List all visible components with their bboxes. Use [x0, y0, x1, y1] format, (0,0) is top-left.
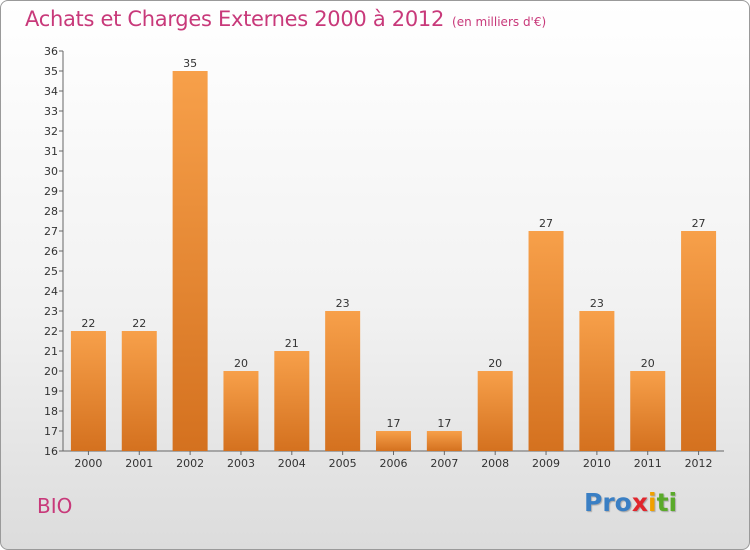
chart-title-block: Achats et Charges Externes 2000 à 2012 (e… [25, 7, 546, 31]
data-label-2010: 23 [590, 297, 604, 310]
y-tick-label: 19 [44, 385, 58, 398]
bar-2010 [579, 311, 615, 451]
data-label-2007: 17 [437, 417, 451, 430]
bar-2001 [121, 331, 157, 451]
y-tick-label: 32 [44, 125, 58, 138]
y-tick-label: 34 [44, 85, 58, 98]
chart-subtitle: (en milliers d'€) [452, 15, 547, 29]
data-label-2003: 20 [234, 357, 248, 370]
y-tick-label: 24 [44, 285, 58, 298]
data-label-2004: 21 [285, 337, 299, 350]
x-tick-label-2002: 2002 [176, 457, 204, 470]
bar-2011 [630, 371, 666, 451]
logo-letter-5: t [656, 488, 669, 517]
y-tick-label: 36 [44, 45, 58, 58]
bar-2007 [426, 431, 462, 451]
x-tick-label-2000: 2000 [74, 457, 102, 470]
y-tick-label: 31 [44, 145, 58, 158]
data-label-2005: 23 [336, 297, 350, 310]
y-tick-label: 29 [44, 185, 58, 198]
data-label-2006: 17 [387, 417, 401, 430]
y-tick-label: 17 [44, 425, 58, 438]
bar-2006 [376, 431, 411, 451]
bar-2004 [274, 351, 310, 451]
chart-title: Achats et Charges Externes 2000 à 2012 [25, 7, 445, 31]
x-tick-label-2011: 2011 [634, 457, 662, 470]
bar-2000 [70, 331, 106, 451]
data-label-2000: 22 [81, 317, 95, 330]
y-tick-label: 25 [44, 265, 58, 278]
x-tick-label-2007: 2007 [430, 457, 458, 470]
x-tick-label-2006: 2006 [380, 457, 408, 470]
data-label-2012: 27 [692, 217, 706, 230]
logo-letter-1: r [602, 488, 615, 517]
x-tick-label-2012: 2012 [685, 457, 713, 470]
y-tick-label: 20 [44, 365, 58, 378]
bar-2012 [681, 231, 717, 451]
y-tick-label: 33 [44, 105, 58, 118]
data-label-2011: 20 [641, 357, 655, 370]
logo-letter-2: o [614, 488, 632, 517]
x-tick-label-2003: 2003 [227, 457, 255, 470]
bar-2009 [528, 231, 564, 451]
logo-letter-6: i [668, 488, 678, 517]
bar-2008 [477, 371, 513, 451]
x-tick-label-2005: 2005 [329, 457, 357, 470]
commune-name: BIO [37, 494, 73, 518]
data-label-2008: 20 [488, 357, 502, 370]
bar-2005 [325, 311, 361, 451]
logo-letter-3: x [631, 488, 648, 517]
x-tick-label-2009: 2009 [532, 457, 560, 470]
data-label-2009: 27 [539, 217, 553, 230]
y-tick-label: 35 [44, 65, 58, 78]
x-tick-label-2004: 2004 [278, 457, 306, 470]
logo-letter-0: P [584, 488, 603, 517]
y-tick-label: 16 [44, 445, 58, 458]
x-tick-label-2008: 2008 [481, 457, 509, 470]
y-tick-label: 21 [44, 345, 58, 358]
proxiti-logo: Proxiti [584, 488, 677, 517]
bar-2003 [223, 371, 259, 451]
data-label-2001: 22 [132, 317, 146, 330]
y-tick-label: 30 [44, 165, 58, 178]
x-tick-label-2010: 2010 [583, 457, 611, 470]
data-label-2002: 35 [183, 57, 197, 70]
x-tick-label-2001: 2001 [125, 457, 153, 470]
y-tick-label: 28 [44, 205, 58, 218]
y-tick-label: 18 [44, 405, 58, 418]
y-tick-label: 23 [44, 305, 58, 318]
y-tick-label: 22 [44, 325, 58, 338]
logo-letter-4: i [648, 488, 657, 517]
bar-2002 [172, 71, 208, 451]
y-tick-label: 26 [44, 245, 58, 258]
y-tick-label: 27 [44, 225, 58, 238]
